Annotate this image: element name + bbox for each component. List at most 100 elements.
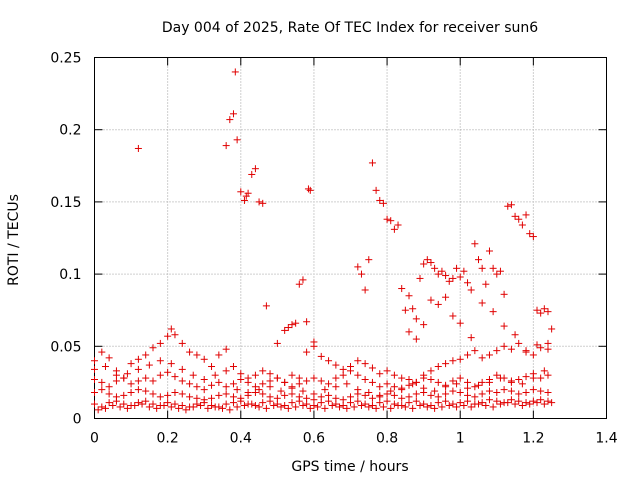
data-point xyxy=(485,247,493,255)
data-point xyxy=(464,279,472,287)
data-point xyxy=(288,321,296,329)
data-point xyxy=(211,403,219,411)
data-point xyxy=(156,371,164,379)
data-point xyxy=(434,270,442,278)
data-point xyxy=(431,404,439,412)
data-point xyxy=(171,400,179,408)
data-point xyxy=(120,400,128,408)
x-tick-label: 0.2 xyxy=(157,431,179,447)
data-point xyxy=(423,403,431,411)
data-point xyxy=(529,386,537,394)
data-point xyxy=(376,383,384,391)
data-point xyxy=(394,221,402,229)
data-point xyxy=(383,367,391,375)
data-point xyxy=(281,391,289,399)
data-point xyxy=(314,403,322,411)
data-point xyxy=(453,264,461,272)
data-point xyxy=(449,274,457,282)
data-point xyxy=(354,371,362,379)
data-point xyxy=(91,389,98,397)
data-point xyxy=(229,380,237,388)
x-tick-labels: 0 0.2 0.4 0.6 0.8 1 1.2 1.4 xyxy=(90,431,618,447)
data-point xyxy=(467,403,475,411)
data-point xyxy=(518,380,526,388)
data-point xyxy=(387,217,395,225)
y-tick-label: 0.2 xyxy=(59,123,81,139)
data-point xyxy=(467,334,475,342)
data-point xyxy=(222,400,230,408)
data-point xyxy=(237,188,245,196)
data-point xyxy=(91,400,98,408)
data-point xyxy=(284,404,292,412)
data-point xyxy=(98,348,106,356)
data-point xyxy=(507,387,515,395)
data-point xyxy=(208,394,216,402)
data-point xyxy=(292,319,300,327)
data-point xyxy=(453,403,461,411)
data-point xyxy=(175,404,183,412)
data-point xyxy=(134,355,142,363)
x-tick-label: 1 xyxy=(456,431,465,447)
data-point xyxy=(336,403,344,411)
data-point xyxy=(233,136,241,144)
data-point xyxy=(398,394,406,402)
data-point xyxy=(105,383,113,391)
data-point xyxy=(343,404,351,412)
data-point xyxy=(478,390,486,398)
data-point xyxy=(251,371,259,379)
data-point xyxy=(540,400,548,408)
data-point xyxy=(383,380,391,388)
data-point xyxy=(522,399,530,407)
data-point xyxy=(299,387,307,395)
data-point xyxy=(537,344,545,352)
data-point xyxy=(310,374,318,382)
data-point xyxy=(361,376,369,384)
data-point xyxy=(368,159,376,167)
data-point xyxy=(178,402,186,410)
data-point xyxy=(493,389,501,397)
data-point xyxy=(427,402,435,410)
data-point xyxy=(398,374,406,382)
y-tick-labels: 0 0.05 0.1 0.15 0.2 0.25 xyxy=(50,51,81,428)
data-point xyxy=(405,292,413,300)
data-point xyxy=(544,389,552,397)
data-point xyxy=(332,383,340,391)
data-point xyxy=(442,383,450,391)
data-point xyxy=(317,377,325,385)
data-point xyxy=(262,404,270,412)
data-point xyxy=(401,306,409,314)
data-point xyxy=(387,387,395,395)
data-point xyxy=(445,402,453,410)
data-point xyxy=(325,357,333,365)
data-point xyxy=(105,354,113,362)
data-point xyxy=(540,305,548,313)
data-point xyxy=(412,315,420,323)
data-point xyxy=(511,400,519,408)
data-point xyxy=(321,386,329,394)
data-point xyxy=(456,374,464,382)
data-point xyxy=(295,397,303,405)
data-point xyxy=(134,377,142,385)
data-point xyxy=(449,377,457,385)
data-point xyxy=(456,273,464,281)
data-point xyxy=(259,199,267,207)
data-point xyxy=(138,400,146,408)
data-point xyxy=(493,347,501,355)
data-point xyxy=(310,342,318,350)
data-point xyxy=(251,389,259,397)
data-point xyxy=(471,240,479,248)
data-point xyxy=(229,363,237,371)
data-point xyxy=(288,384,296,392)
data-point xyxy=(383,215,391,223)
x-axis-label: GPS time / hours xyxy=(291,459,408,475)
data-point xyxy=(511,212,519,220)
data-point xyxy=(485,387,493,395)
data-point xyxy=(255,386,263,394)
data-point xyxy=(134,386,142,394)
data-point xyxy=(507,396,515,404)
data-point xyxy=(156,339,164,347)
data-point xyxy=(288,371,296,379)
data-point xyxy=(226,406,234,414)
data-point xyxy=(233,403,241,411)
data-point xyxy=(485,396,493,404)
